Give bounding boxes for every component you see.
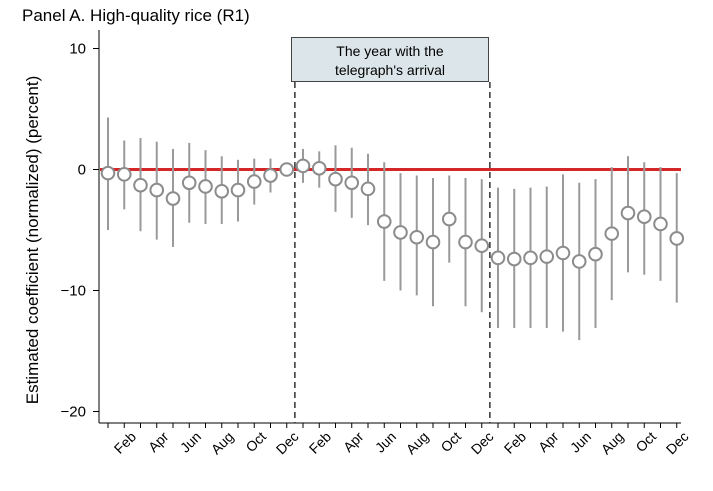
point-estimate-marker xyxy=(376,214,392,229)
point-estimate-marker xyxy=(636,209,652,224)
point-estimate-marker xyxy=(393,225,408,240)
point-estimate-marker xyxy=(523,250,538,266)
point-estimate-marker xyxy=(246,174,262,189)
annotation-box: The year with the telegraph's arrival xyxy=(291,37,489,82)
point-estimate-marker xyxy=(425,234,441,250)
point-estimate-marker xyxy=(214,183,230,199)
point-estimate-marker xyxy=(116,167,132,182)
annotation-line-2: telegraph's arrival xyxy=(334,62,446,78)
x-tick-label: Apr xyxy=(340,428,367,455)
x-tick-label: Feb xyxy=(306,428,335,457)
x-tick-label: Oct xyxy=(242,428,269,455)
point-estimate-marker xyxy=(181,175,197,191)
x-tick-label: Jun xyxy=(567,428,594,455)
x-tick-label: Jun xyxy=(177,428,204,455)
point-estimate-marker xyxy=(328,171,343,187)
point-estimate-marker xyxy=(474,238,490,254)
panel-title: Panel A. High-quality rice (R1) xyxy=(22,6,250,25)
x-tick-label: Apr xyxy=(535,428,562,455)
x-tick-label: Dec xyxy=(663,428,692,457)
point-estimate-marker xyxy=(441,211,457,227)
point-estimate-marker xyxy=(311,160,327,176)
point-estimate-marker xyxy=(230,182,246,198)
point-estimate-marker xyxy=(344,175,360,191)
point-estimate-marker xyxy=(571,254,587,269)
point-estimate-marker xyxy=(133,177,148,193)
point-estimate-marker xyxy=(490,250,506,266)
x-tick-label: Feb xyxy=(501,428,530,457)
point-estimate-marker xyxy=(165,191,181,206)
point-estimate-marker xyxy=(149,182,165,198)
x-tick-label: Apr xyxy=(145,428,172,455)
x-tick-label: Oct xyxy=(437,428,464,455)
x-tick-label: Jun xyxy=(372,428,399,455)
x-tick-label: Aug xyxy=(598,428,627,457)
point-estimate-marker xyxy=(620,205,636,221)
point-estimate-marker xyxy=(279,162,295,177)
x-tick-label: Aug xyxy=(403,428,432,457)
point-estimate-marker xyxy=(555,245,571,261)
y-tick-label: −10 xyxy=(61,283,86,300)
point-estimate-marker xyxy=(588,246,603,262)
y-tick-label: 10 xyxy=(69,41,86,58)
x-tick-label: Feb xyxy=(111,428,140,457)
point-estimate-marker xyxy=(360,181,376,197)
point-estimate-marker xyxy=(263,168,278,183)
point-estimate-marker xyxy=(539,249,555,264)
y-tick-label: −20 xyxy=(61,404,86,421)
point-estimate-marker xyxy=(653,216,668,232)
point-estimate-marker xyxy=(198,179,213,194)
point-estimate-marker xyxy=(100,165,116,181)
point-estimate-marker xyxy=(458,234,473,250)
annotation-line-1: The year with the xyxy=(336,43,444,59)
x-tick-label: Aug xyxy=(208,428,237,457)
x-tick-label: Oct xyxy=(632,428,659,455)
x-tick-label: Dec xyxy=(468,428,497,457)
point-estimate-marker xyxy=(409,229,425,245)
y-tick-label: 0 xyxy=(78,162,86,179)
point-estimate-marker xyxy=(295,158,311,174)
point-estimate-marker xyxy=(604,226,620,241)
x-tick-label: Dec xyxy=(273,428,302,457)
point-estimate-marker xyxy=(506,251,522,267)
point-estimate-marker xyxy=(669,231,685,246)
